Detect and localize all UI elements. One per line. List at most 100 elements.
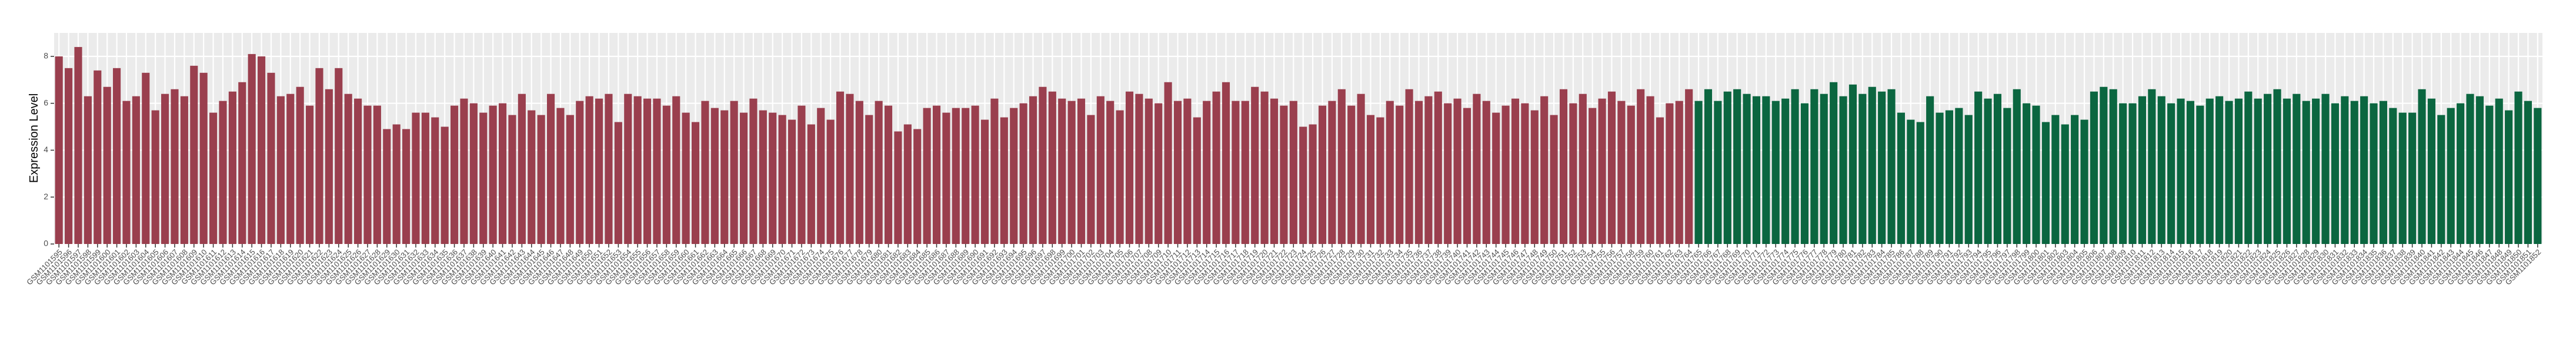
bar (2003, 108, 2011, 244)
bar (1771, 101, 1780, 244)
bar (1781, 98, 1790, 244)
y-tick-label: 2 (44, 192, 48, 201)
bar (633, 96, 642, 244)
bar (171, 89, 179, 244)
bar (913, 129, 922, 244)
bar (2418, 89, 2426, 244)
bar (749, 98, 758, 244)
bar (1868, 86, 1876, 244)
bar (402, 129, 411, 244)
bar (971, 105, 979, 244)
bar (1694, 101, 1703, 244)
bar (1974, 91, 1983, 244)
bar (2524, 101, 2532, 244)
bar (1125, 91, 1134, 244)
bar (1945, 110, 1954, 244)
bar (1579, 93, 1587, 244)
bar (1830, 82, 1838, 244)
bar (1173, 101, 1182, 244)
bar (2408, 112, 2417, 244)
bar (1550, 115, 1558, 244)
bar (1589, 108, 1597, 244)
bar (2080, 119, 2088, 244)
bar (1116, 110, 1124, 244)
bar (489, 105, 497, 244)
bar (2331, 103, 2339, 244)
bar (624, 93, 632, 244)
bar (1492, 112, 1500, 244)
bar (1328, 101, 1336, 244)
bar (113, 68, 121, 244)
bar (1743, 93, 1751, 244)
bar (875, 101, 883, 244)
bar (855, 101, 863, 244)
bar (383, 129, 391, 244)
bar (1183, 98, 1192, 244)
bar (576, 101, 584, 244)
bar (1530, 110, 1539, 244)
bar (566, 115, 574, 244)
bar (1029, 96, 1037, 244)
bar (1010, 108, 1018, 244)
bar (258, 56, 266, 244)
bar (1607, 91, 1616, 244)
bar (2196, 105, 2204, 244)
bar (1569, 103, 1577, 244)
bar (1627, 105, 1635, 244)
bar (363, 105, 372, 244)
bar (2283, 98, 2291, 244)
bar (2071, 115, 2079, 244)
bar (1666, 103, 1674, 244)
bar (1839, 96, 1847, 244)
bar (2244, 91, 2253, 244)
bar (1964, 115, 1973, 244)
bar (923, 108, 931, 244)
bar (2495, 98, 2503, 244)
bar (84, 96, 92, 244)
bar (672, 96, 680, 244)
bar (1067, 101, 1076, 244)
bar (469, 103, 478, 244)
bar (2119, 103, 2127, 244)
bar (2302, 101, 2310, 244)
bar (1154, 103, 1163, 244)
bar (1984, 98, 1992, 244)
bar (2534, 108, 2542, 244)
bar (132, 96, 140, 244)
bar (180, 96, 188, 244)
bar (2379, 101, 2387, 244)
bar (2293, 93, 2301, 244)
bar (2370, 103, 2378, 244)
bar (826, 119, 835, 244)
bar (286, 93, 295, 244)
bar (932, 105, 941, 244)
bar (2485, 105, 2494, 244)
bar (1058, 98, 1066, 244)
bar (2186, 101, 2194, 244)
bar (2475, 96, 2484, 244)
bar (1135, 93, 1143, 244)
bar (2090, 91, 2098, 244)
bar (296, 86, 304, 244)
bar (759, 110, 767, 244)
bar (990, 98, 999, 244)
bar (865, 115, 873, 244)
bar (1405, 89, 1413, 244)
bar (1617, 101, 1626, 244)
bar (942, 112, 950, 244)
bar (980, 119, 989, 244)
bar (1810, 89, 1818, 244)
bar (306, 105, 314, 244)
bar (2457, 103, 2465, 244)
bar (836, 91, 845, 244)
bar (431, 117, 439, 244)
bar (720, 110, 729, 244)
bar (1000, 117, 1008, 244)
bar (1019, 103, 1027, 244)
bar (2447, 108, 2455, 244)
bar (142, 72, 150, 245)
bar (1463, 108, 1471, 244)
bar (701, 101, 709, 244)
bar (2215, 96, 2224, 244)
